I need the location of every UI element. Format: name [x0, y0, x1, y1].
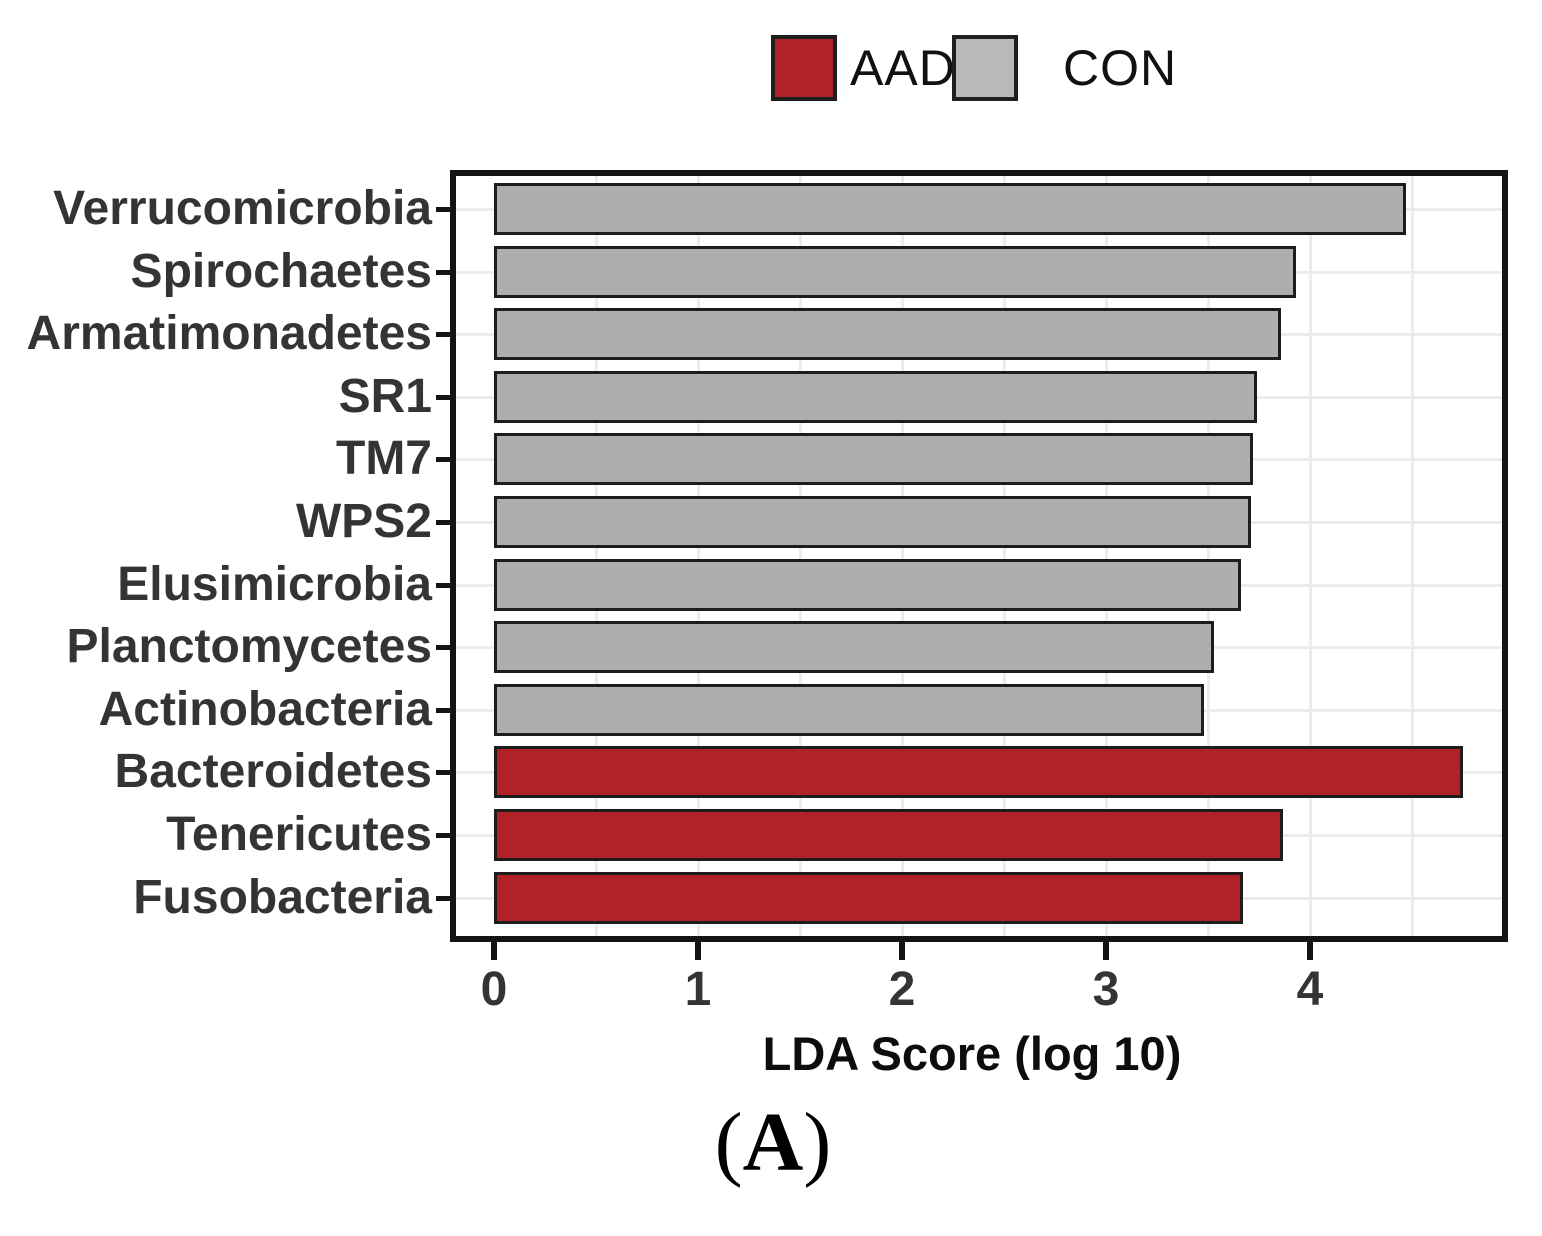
- con-legend-key: [952, 35, 1018, 101]
- category-label-tenericutes: Tenericutes: [166, 808, 432, 861]
- y-tick-sr1: [436, 394, 451, 400]
- x-axis-title: LDA Score (log 10): [762, 1027, 1182, 1080]
- x-tick-label-4: 4: [1296, 963, 1324, 1016]
- bar-fusobacteria: [494, 871, 1243, 924]
- y-tick-wps2: [436, 520, 451, 525]
- bar-verrucomicrobia: [494, 183, 1406, 235]
- category-label-verrucomicrobia: Verrucomicrobia: [53, 182, 432, 235]
- bar-wps2: [494, 496, 1251, 548]
- gridline-vertical-4.5: [1411, 176, 1414, 936]
- category-label-tm7: TM7: [336, 432, 432, 486]
- x-tick-0: [491, 942, 497, 960]
- y-tick-tm7: [436, 457, 451, 463]
- y-tick-armatimonadetes: [436, 332, 451, 338]
- gridline-vertical-1: [697, 176, 700, 936]
- x-tick-label-3: 3: [1092, 963, 1120, 1016]
- gridline-vertical-3: [1105, 176, 1108, 936]
- y-tick-fusobacteria: [436, 895, 451, 901]
- bar-planctomycetes: [494, 621, 1214, 674]
- con-legend-label: CON: [1063, 40, 1178, 96]
- bar-sr1: [494, 370, 1257, 423]
- category-label-actinobacteria: Actinobacteria: [98, 682, 432, 736]
- category-label-planctomycetes: Planctomycetes: [66, 620, 432, 674]
- x-tick-3: [1103, 942, 1109, 960]
- plot-panel: [450, 170, 1508, 942]
- bar-spirochaetes: [494, 245, 1296, 298]
- y-tick-elusimicrobia: [436, 582, 451, 588]
- category-label-sr1: SR1: [338, 369, 432, 423]
- category-label-elusimicrobia: Elusimicrobia: [117, 557, 432, 611]
- gridline-vertical-0.5: [595, 176, 598, 936]
- aad-legend-label: AAD: [850, 40, 956, 96]
- category-label-spirochaetes: Spirochaetes: [130, 244, 432, 298]
- figure-caption: (A): [573, 1094, 973, 1191]
- y-tick-planctomycetes: [436, 645, 451, 651]
- y-tick-spirochaetes: [436, 269, 451, 275]
- category-label-wps2: WPS2: [295, 495, 432, 548]
- x-tick-label-2: 2: [888, 963, 916, 1016]
- bar-actinobacteria: [494, 683, 1204, 736]
- y-tick-bacteroidetes: [436, 770, 451, 776]
- plot-inner: [456, 176, 1502, 936]
- bar-tm7: [494, 433, 1253, 486]
- category-label-fusobacteria: Fusobacteria: [133, 870, 432, 924]
- aad-legend-key: [771, 35, 837, 101]
- x-tick-4: [1307, 942, 1313, 960]
- caption-close-paren: ): [803, 1096, 832, 1189]
- x-tick-2: [899, 942, 905, 960]
- x-tick-label-0: 0: [480, 963, 508, 1016]
- y-tick-actinobacteria: [436, 707, 451, 713]
- y-tick-verrucomicrobia: [436, 207, 451, 212]
- caption-letter: A: [742, 1096, 804, 1189]
- category-label-armatimonadetes: Armatimonadetes: [26, 307, 432, 361]
- bar-bacteroidetes: [494, 746, 1463, 799]
- bar-elusimicrobia: [494, 558, 1241, 611]
- gridline-vertical-4: [1309, 176, 1312, 936]
- y-tick-tenericutes: [436, 833, 451, 838]
- gridline-vertical-2: [901, 176, 904, 936]
- x-tick-1: [695, 942, 701, 960]
- caption-open-paren: (: [714, 1096, 743, 1189]
- bar-armatimonadetes: [494, 308, 1281, 361]
- gridline-vertical-3.5: [1207, 176, 1210, 936]
- bar-tenericutes: [494, 809, 1283, 861]
- x-tick-label-1: 1: [684, 963, 712, 1016]
- category-label-bacteroidetes: Bacteroidetes: [114, 745, 432, 799]
- gridline-vertical-1.5: [799, 176, 802, 936]
- gridline-vertical-2.5: [1003, 176, 1006, 936]
